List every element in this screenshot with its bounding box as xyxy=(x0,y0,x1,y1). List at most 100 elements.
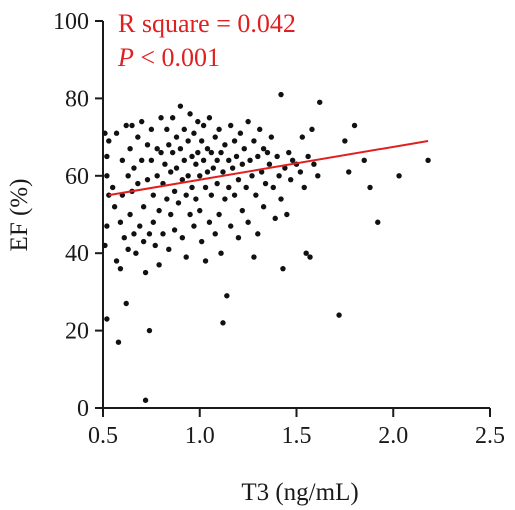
data-point xyxy=(156,207,162,214)
data-point xyxy=(168,169,174,175)
data-point xyxy=(247,157,253,164)
data-point xyxy=(198,138,205,144)
data-point xyxy=(164,126,170,133)
data-point xyxy=(231,192,238,198)
data-point xyxy=(144,176,151,183)
data-point xyxy=(264,149,271,156)
data-point xyxy=(216,126,222,133)
data-point xyxy=(284,211,290,218)
data-point xyxy=(260,146,267,152)
data-point xyxy=(117,265,124,272)
data-point xyxy=(309,126,315,133)
data-point xyxy=(127,211,133,218)
data-point xyxy=(102,130,108,136)
data-point xyxy=(229,165,236,171)
data-point xyxy=(228,122,234,129)
data-point xyxy=(286,149,292,156)
y-axis-title: EF (%) xyxy=(6,179,33,252)
data-point xyxy=(198,238,205,245)
data-point xyxy=(278,196,284,202)
p-value-annotation: P < 0.001 xyxy=(117,43,220,72)
data-point xyxy=(158,149,164,156)
data-point xyxy=(346,169,352,175)
data-point xyxy=(272,215,278,222)
data-point xyxy=(197,173,203,179)
data-point xyxy=(102,242,108,249)
data-point xyxy=(142,397,149,403)
data-point xyxy=(255,231,261,237)
data-point xyxy=(204,146,211,152)
data-point xyxy=(150,192,157,198)
data-point xyxy=(125,246,131,253)
data-point xyxy=(235,235,242,241)
data-point xyxy=(144,142,151,148)
data-point xyxy=(123,300,129,307)
data-point xyxy=(262,180,269,187)
data-point xyxy=(251,254,257,260)
data-point xyxy=(260,204,267,210)
data-point xyxy=(135,180,141,187)
data-point xyxy=(104,316,110,322)
data-point xyxy=(200,157,207,164)
data-point xyxy=(220,320,226,326)
data-point xyxy=(216,211,222,218)
data-point xyxy=(315,173,321,179)
data-point xyxy=(361,157,367,164)
data-point xyxy=(224,293,230,299)
data-point xyxy=(121,235,127,241)
data-point xyxy=(282,165,288,171)
data-point xyxy=(278,91,284,98)
data-point xyxy=(140,238,147,245)
data-point xyxy=(156,262,162,268)
p-label: P xyxy=(117,43,134,72)
data-point xyxy=(191,223,197,229)
data-point xyxy=(137,223,143,229)
data-point xyxy=(113,258,120,264)
data-point xyxy=(115,339,122,345)
data-point xyxy=(166,142,172,148)
data-point xyxy=(206,219,213,225)
y-tick-label: 0 xyxy=(77,396,89,422)
data-point xyxy=(299,134,306,140)
data-point xyxy=(195,149,201,156)
data-point xyxy=(222,142,228,148)
data-point xyxy=(289,157,296,164)
data-point xyxy=(212,231,218,237)
data-point xyxy=(173,165,180,171)
data-point xyxy=(303,250,309,256)
data-point xyxy=(249,173,255,179)
data-point xyxy=(152,242,158,249)
x-axis-ticks: 0.5 1.0 1.5 2.0 2.5 xyxy=(88,408,505,449)
data-point xyxy=(127,146,133,152)
x-tick-label: 2.5 xyxy=(475,423,505,449)
data-point xyxy=(183,254,189,260)
data-point xyxy=(206,115,213,121)
data-point xyxy=(142,269,149,276)
data-point xyxy=(231,138,238,144)
data-point xyxy=(208,149,215,156)
data-point xyxy=(226,184,232,191)
data-point xyxy=(367,184,373,191)
data-point xyxy=(189,153,195,160)
regression-fit-line xyxy=(108,139,429,197)
data-point xyxy=(287,176,294,183)
data-point xyxy=(228,223,234,229)
data-point xyxy=(181,157,187,164)
data-point xyxy=(104,173,110,179)
data-point xyxy=(104,153,110,160)
data-point xyxy=(336,312,342,318)
data-point xyxy=(106,138,112,144)
data-point xyxy=(280,265,286,272)
x-axis-title: T3 (ng/mL) xyxy=(241,479,358,506)
data-point xyxy=(257,126,263,133)
data-point xyxy=(169,149,176,156)
data-point xyxy=(197,207,203,214)
data-point xyxy=(150,219,157,225)
data-point xyxy=(342,138,348,144)
data-point xyxy=(117,219,124,225)
y-tick-label: 60 xyxy=(65,164,89,190)
data-point xyxy=(187,111,193,117)
y-axis-ticks: 0 20 40 60 80 100 xyxy=(53,9,103,422)
data-point xyxy=(177,146,184,152)
r-square-annotation: R square = 0.042 xyxy=(118,9,296,38)
